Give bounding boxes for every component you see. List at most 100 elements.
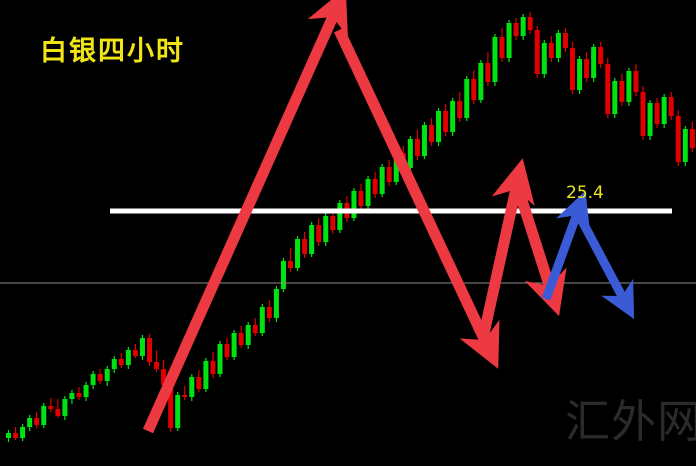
candle-body [386,167,392,182]
candle-body [161,369,167,385]
candle-body [203,361,209,389]
candlestick-series [6,12,695,442]
candle-body [20,427,26,438]
candle-body [55,409,61,416]
candle-body [534,30,540,74]
candle-body [238,333,244,345]
candle-body [302,239,308,254]
candle-body [562,33,568,48]
candle-body [506,23,512,58]
candle-body [273,289,279,318]
candle-body [358,191,364,206]
candle-body [654,103,660,124]
candle-body [182,395,188,397]
candle-body [436,111,442,142]
candle-body [69,393,75,399]
candle-body [675,116,681,162]
candle-body [132,350,138,356]
candle-body [421,125,427,156]
arrow-forecast-down [576,214,635,320]
candle-body [245,325,251,345]
candle-body [640,92,646,136]
candle-body [154,362,160,369]
candle-body [330,216,336,230]
candle-body [118,359,124,365]
candle-body [280,261,286,289]
candle-body [372,179,378,194]
candle-body [104,369,110,381]
candle-body [266,307,272,318]
candle-body [555,33,561,58]
candle-body [520,17,526,36]
candle-body [457,101,463,118]
candle-body [309,225,315,254]
candle-body [492,37,498,82]
candle-body [168,385,174,428]
candle-body [647,103,653,136]
candle-body [598,47,604,64]
candle-body [577,59,583,90]
candle-body [27,418,33,427]
candle-body [689,129,695,148]
candle-body [97,374,103,381]
candle-body [62,399,68,416]
candle-body [252,325,258,333]
candle-body [633,71,639,92]
arrow-rebound-up [477,158,535,340]
candle-body [231,333,237,357]
site-watermark: 汇外网 [565,395,696,448]
candle-body [189,377,195,397]
candle-body [13,433,19,438]
candle-body [661,97,667,124]
candle-body [175,395,181,428]
candle-body [464,79,470,118]
candle-body [6,433,11,438]
candle-body [224,344,230,357]
candle-body [548,43,554,58]
candle-body [570,48,575,90]
candle-body [591,47,597,78]
candle-body [668,97,674,116]
candle-body [443,111,449,132]
candle-body [513,23,519,36]
candle-body [323,216,329,242]
candle-body [612,81,618,114]
candle-body [90,374,96,385]
candle-body [48,406,54,409]
arrow-pullback-down [514,192,567,317]
candle-body [414,139,420,156]
candle-body [365,179,371,206]
candle-body [682,129,688,162]
candle-body [41,406,47,425]
candle-body [34,418,40,425]
candle-body [485,63,491,82]
candle-body [499,37,505,58]
candle-body [407,139,413,168]
candle-body [147,338,152,362]
candle-body [605,64,611,114]
candle-body [471,79,477,100]
chart-title: 白银四小时 [40,36,185,67]
arrow-impulse-up [142,0,348,434]
annotation-arrows [142,0,635,434]
candle-body [196,377,202,389]
candle-body [393,153,399,182]
candle-body [139,338,145,356]
candle-body [288,261,293,268]
candle-body [337,203,343,230]
arrow-impulse-down [334,27,500,369]
candle-body [259,307,265,333]
candle-body [619,81,625,102]
candle-body [210,361,216,374]
candle-body [450,101,456,132]
candle-body [83,385,89,397]
candle-body [111,359,117,369]
candle-body [125,350,131,365]
arrow-forecast-up [541,190,590,301]
candle-body [626,71,632,102]
candle-body [541,43,547,74]
candle-body [295,239,301,268]
candle-body [76,393,82,397]
candle-body [217,344,223,374]
